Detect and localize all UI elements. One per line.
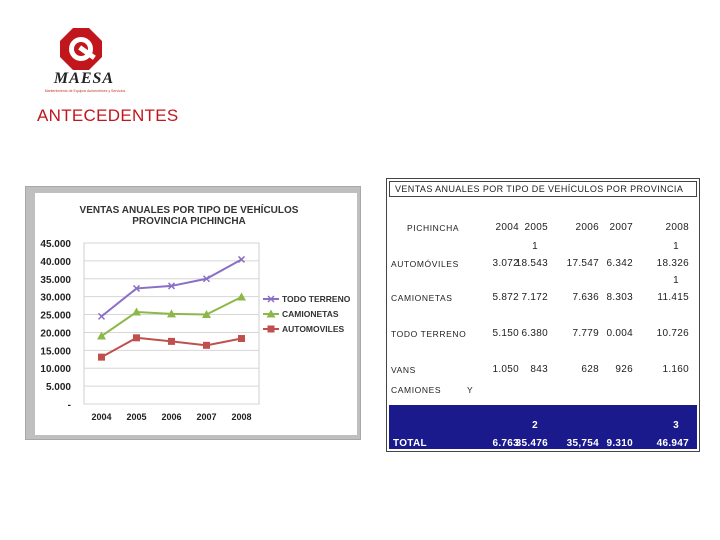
row-label-suffix: Y [467,385,474,395]
legend-label: TODO TERRENO [282,294,351,304]
table-cell-overflow: 1 [532,241,538,252]
row-label: AUTOMÓVILES [391,259,459,269]
data-point [97,312,106,320]
data-point [203,341,210,349]
row-label: CAMIONETAS [391,293,453,303]
data-point [267,295,275,303]
y-tick-label: 40.000 [40,257,71,268]
total-cell: 6.763 [492,438,519,449]
page-title: ANTECEDENTES [37,106,179,125]
logo-wordmark: MAESA [53,70,115,87]
table-cell: 5.872 [492,292,519,303]
row-label: TODO TERRENO [391,329,467,339]
table-cell: 8.303 [606,292,633,303]
data-point [132,307,141,316]
year-header: 2007 [609,222,633,233]
total-cell-overflow: 3 [673,420,679,431]
table-cell: 1.050 [492,364,519,375]
data-point [167,309,176,318]
year-header: 2006 [575,222,599,233]
table-cell-overflow: 1 [673,275,679,286]
x-tick-label: 2008 [231,412,251,422]
total-row-background [389,405,697,449]
year-header: 2004 [495,222,519,233]
table-title: VENTAS ANUALES POR TIPO DE VEHÍCULOS POR… [389,181,697,197]
table-cell-overflow: 1 [673,241,679,252]
year-header: 2008 [665,222,689,233]
table-cell: 11.415 [657,292,689,303]
y-tick-label: - [68,400,71,411]
sales-table: VENTAS ANUALES POR TIPO DE VEHÍCULOS POR… [386,178,700,452]
data-point [97,331,106,340]
data-point [267,325,275,333]
y-tick-label: 25.000 [40,311,71,322]
table-cell: 17.547 [566,258,599,269]
chart-subtitle: PROVINCIA PICHINCHA [132,216,246,227]
company-logo: MAESA Mantenimiento de Equipos Automotri… [38,26,128,96]
data-point [202,275,211,283]
table-cell: 7.779 [572,328,599,339]
x-tick-label: 2005 [126,412,146,422]
data-point [168,337,175,345]
total-cell: 9.310 [606,438,633,449]
total-cell: 46.947 [656,438,689,449]
x-tick-label: 2004 [91,412,111,422]
total-cell: 35.476 [515,438,548,449]
data-point [237,292,246,301]
table-cell: 18.326 [656,258,689,269]
chart-title: VENTAS ANUALES POR TIPO DE VEHÍCULOS [80,203,299,216]
data-point [98,353,105,361]
table-cell: 3.072 [492,258,519,269]
data-point [266,309,276,318]
y-tick-label: 5.000 [46,382,71,393]
data-point [167,282,176,290]
y-tick-label: 35.000 [40,275,71,286]
table-cell: 6.342 [606,258,633,269]
total-cell: 35,754 [566,438,599,449]
table-cell: 18.543 [515,258,548,269]
logo-tagline: Mantenimiento de Equipos Automotrices y … [44,89,126,93]
data-point [133,334,140,342]
x-tick-label: 2007 [196,412,216,422]
logo-gear-icon [60,28,102,70]
total-label: TOTAL [393,438,427,449]
table-corner-label: PICHINCHA [407,223,460,233]
table-cell: 6.380 [521,328,548,339]
y-tick-label: 10.000 [40,364,71,375]
y-tick-label: 45.000 [40,239,71,250]
data-point [202,310,211,319]
table-cell: 0.004 [606,328,633,339]
table-cell: 10.726 [656,328,689,339]
data-point [238,335,245,343]
y-tick-label: 15.000 [40,346,71,357]
y-tick-label: 30.000 [40,293,71,304]
data-point [132,284,141,292]
year-header: 2005 [524,222,548,233]
table-cell: 7.636 [572,292,599,303]
table-cell: 628 [581,364,599,375]
x-tick-label: 2006 [161,412,181,422]
sales-chart: - 5.000 10.000 15.000 20.000 25.000 30.000 35.0… [25,186,361,440]
table-cell: 5.150 [492,328,519,339]
total-cell-overflow: 2 [532,420,538,431]
data-point [237,255,246,263]
table-cell: 926 [615,364,633,375]
legend-label: AUTOMOVILES [282,324,345,334]
table-cell: 843 [530,364,548,375]
chart-canvas: - 5.000 10.000 15.000 20.000 25.000 30.000 35.0… [35,193,357,435]
table-cell: 7.172 [521,292,548,303]
table-cell: 1.160 [662,364,689,375]
y-tick-label: 20.000 [40,328,71,339]
row-label: CAMIONES [391,385,442,395]
legend-label: CAMIONETAS [282,309,339,319]
row-label: VANS [391,365,416,375]
